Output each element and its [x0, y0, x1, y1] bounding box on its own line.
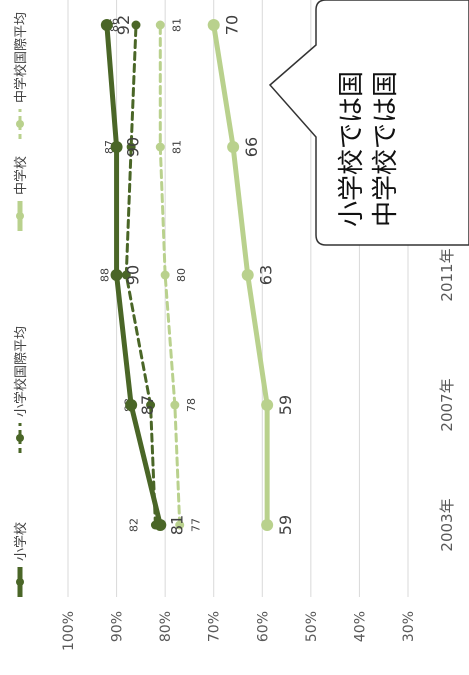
legend-marker — [16, 120, 24, 128]
data-label: 92 — [114, 15, 133, 35]
data-label: 70 — [223, 15, 242, 35]
data-point — [170, 400, 180, 410]
data-label: 78 — [185, 398, 198, 412]
y-tick-label: 70% — [207, 611, 223, 642]
data-label: 81 — [170, 18, 183, 32]
data-point — [227, 141, 240, 153]
data-label: 80 — [175, 268, 188, 282]
legend: 小学校 小学校国際平均 中学校 中学校国際平均 — [13, 12, 29, 597]
data-point — [261, 399, 274, 411]
data-point — [110, 141, 123, 153]
y-tick-label: 60% — [255, 611, 271, 642]
y-tick-label: 50% — [304, 611, 320, 642]
data-point — [154, 519, 167, 531]
y-tick-label: 80% — [158, 611, 174, 642]
data-label: 81 — [167, 515, 186, 535]
x-tick-label: 2003年 — [438, 498, 456, 551]
legend-marker — [16, 212, 24, 220]
legend-label: 中学校 — [13, 156, 29, 195]
legend-marker — [16, 578, 24, 586]
legend-label: 小学校国際平均 — [13, 326, 29, 417]
data-point — [131, 20, 141, 30]
callout-text: 小学校では国 — [337, 71, 367, 227]
data-label: 77 — [190, 518, 203, 532]
data-point — [160, 270, 170, 280]
data-label: 59 — [276, 395, 295, 415]
data-point — [175, 520, 185, 530]
callout-text: 中学校では国 — [371, 71, 401, 227]
series-3: 59 59 63 66 70 — [207, 15, 295, 535]
data-label: 90 — [124, 137, 143, 157]
data-label: 63 — [257, 265, 276, 285]
callout-box: 小学校では国 中学校では国 — [268, 0, 469, 246]
data-point — [121, 270, 131, 280]
series-4: 77 78 80 81 81 — [155, 18, 203, 532]
rotated-chart-frame: 30% 40% 50% 60% 70% 80% 90% 100% 2003年 2007年 2011… — [13, 0, 469, 651]
x-tick-label: 2011年 — [438, 248, 456, 301]
data-point — [241, 269, 254, 281]
legend-marker — [16, 434, 24, 442]
data-point — [146, 400, 156, 410]
y-tick-label: 40% — [352, 611, 368, 642]
data-point — [155, 142, 165, 152]
data-label: 90 — [124, 265, 143, 285]
y-tick-label: 90% — [110, 611, 126, 642]
legend-label: 小学校 — [13, 522, 29, 561]
data-label: 81 — [170, 140, 183, 154]
data-point — [110, 269, 123, 281]
data-label: 66 — [242, 137, 261, 157]
series-1: 81 87 90 90 92 — [100, 15, 186, 535]
data-label: 59 — [276, 515, 295, 535]
data-point — [126, 142, 136, 152]
gridlines — [67, 0, 409, 597]
callout-bubble — [268, 0, 469, 246]
data-point — [261, 519, 274, 531]
x-tick-label: 2007年 — [438, 378, 456, 431]
data-label: 88 — [98, 268, 111, 282]
data-label: 82 — [127, 518, 140, 532]
series-layer: 5959636670777880818182838887868187909092 — [98, 15, 295, 535]
series-line — [158, 23, 182, 527]
data-point — [125, 399, 138, 411]
data-point — [207, 19, 220, 31]
y-axis-ticks: 30% 40% 50% 60% 70% 80% 90% 100% — [61, 611, 417, 651]
legend-label: 中学校国際平均 — [13, 12, 29, 103]
y-tick-label: 100% — [61, 611, 77, 651]
data-point — [155, 20, 165, 30]
data-point — [100, 19, 113, 31]
data-label: 87 — [138, 395, 157, 415]
y-tick-label: 30% — [401, 611, 417, 642]
